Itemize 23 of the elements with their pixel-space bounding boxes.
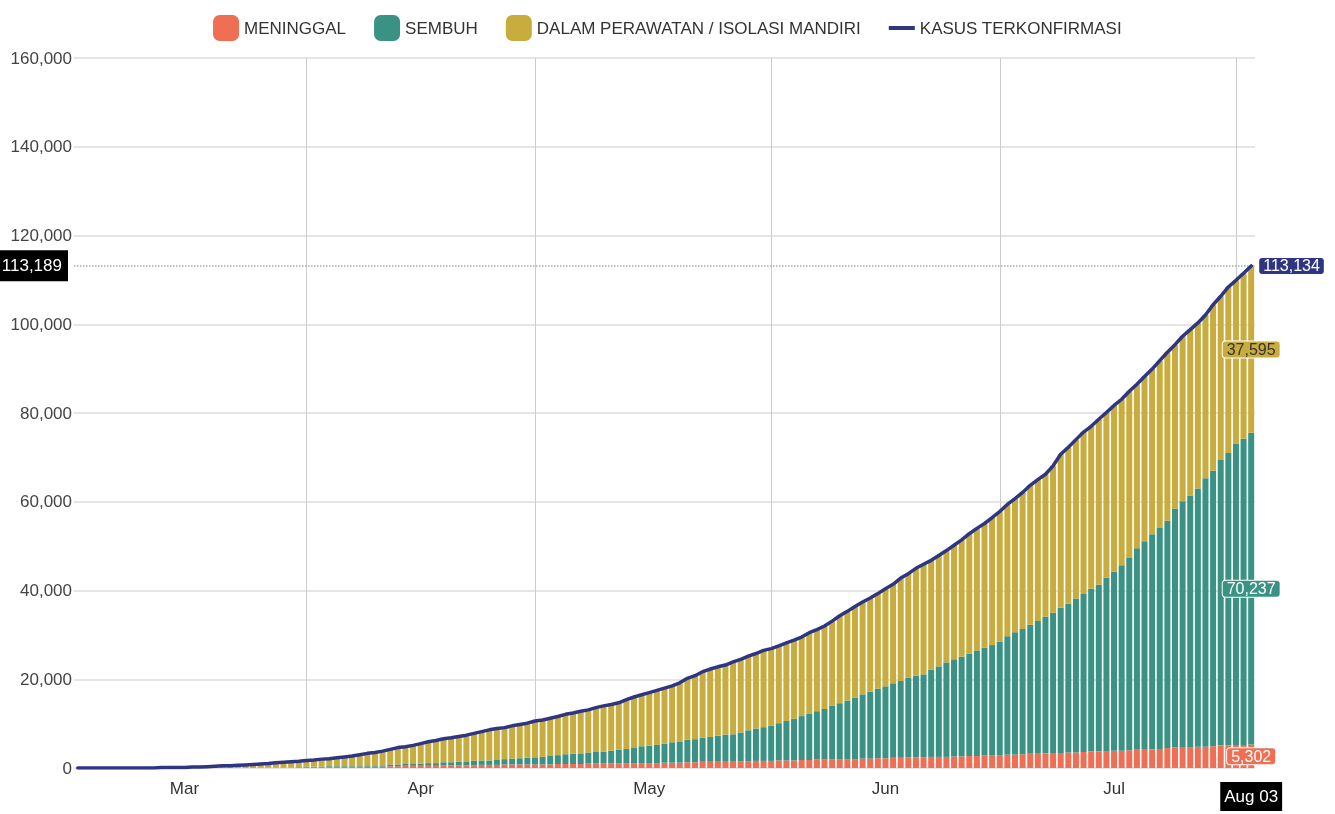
y-tick-label: 60,000 (20, 492, 72, 512)
legend-label: KASUS TERKONFIRMASI (919, 18, 1122, 38)
y-tick-label: 100,000 (10, 314, 72, 334)
legend-label: DALAM PERAWATAN / ISOLASI MANDIRI (536, 18, 861, 38)
x-tick-label: Apr (407, 779, 435, 798)
y-tick-label: 80,000 (20, 403, 72, 423)
x-tick-label: Jul (1103, 779, 1125, 798)
y-tick-label: 20,000 (20, 669, 72, 689)
data-label: 113,134 (1263, 257, 1320, 275)
y-tick-label: 140,000 (10, 137, 72, 157)
x-tick-label: Jun (871, 779, 900, 798)
x-tick-label: Mar (169, 779, 200, 798)
x-tick-label: May (633, 779, 666, 798)
legend-label: SEMBUH (405, 18, 478, 38)
y-tick-label: 0 (62, 758, 72, 778)
data-label: 70,237 (1226, 580, 1276, 598)
legend-label: MENINGGAL (244, 18, 347, 38)
y-tick-label: 160,000 (10, 48, 72, 68)
text: Aug 03 (1224, 787, 1279, 806)
ref-line-label: 113,189 (1, 256, 62, 276)
data-label: 37,595 (1226, 340, 1276, 358)
y-tick-label: 120,000 (10, 226, 72, 245)
y-tick-label: 40,000 (20, 581, 72, 600)
